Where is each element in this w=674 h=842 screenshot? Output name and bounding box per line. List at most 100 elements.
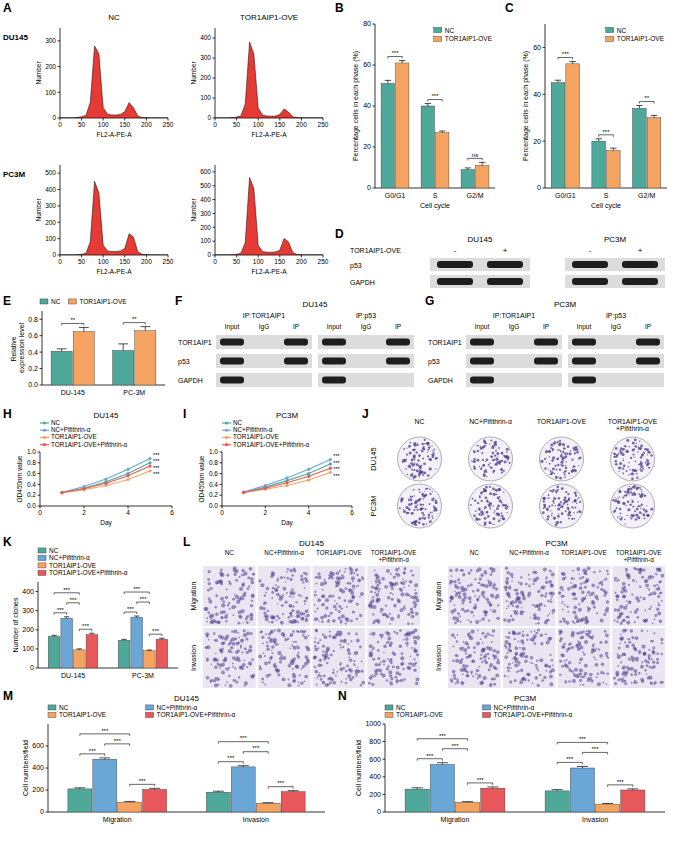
sig-bracket bbox=[557, 742, 607, 744]
sig-label: *** bbox=[391, 50, 399, 56]
bar bbox=[551, 83, 565, 188]
cell bbox=[353, 572, 355, 574]
cell bbox=[222, 642, 224, 644]
y-tick-label: 20 bbox=[533, 138, 541, 145]
colony bbox=[635, 487, 638, 490]
point bbox=[148, 461, 151, 464]
blot-strip bbox=[466, 335, 562, 349]
axis-title: Number of clones bbox=[12, 597, 19, 652]
y-tick-label: 0.6 bbox=[28, 332, 38, 339]
y-tick-label: 0.4 bbox=[28, 349, 38, 356]
x-tick-label: 50 bbox=[78, 121, 86, 128]
colony bbox=[493, 512, 494, 513]
colony bbox=[486, 511, 489, 514]
colony bbox=[479, 466, 480, 467]
error-bar bbox=[385, 80, 391, 83]
sig-label: *** bbox=[82, 623, 90, 629]
marks bbox=[215, 177, 323, 255]
y-tick-label: 200 bbox=[200, 224, 211, 231]
legend-item: TOR1AIP1-OVE+Pifithrin-α bbox=[146, 711, 236, 718]
error-bar bbox=[99, 758, 110, 759]
colony bbox=[554, 505, 555, 506]
cell bbox=[328, 577, 330, 579]
histogram-area bbox=[60, 46, 168, 118]
colony bbox=[613, 456, 615, 458]
colony bbox=[408, 465, 411, 468]
series-line bbox=[62, 458, 150, 492]
axis-title: FL2-A-PE-A bbox=[251, 131, 287, 138]
colony bbox=[478, 507, 481, 510]
y-tick bbox=[383, 759, 386, 760]
colony bbox=[425, 508, 427, 510]
label-line: +Pifithrin-α bbox=[378, 556, 409, 563]
cell bbox=[221, 641, 225, 645]
sig-label: *** bbox=[133, 586, 141, 592]
colony bbox=[626, 451, 629, 454]
cell bbox=[232, 598, 235, 601]
cell bbox=[402, 578, 404, 580]
cell bbox=[241, 583, 244, 586]
colony bbox=[497, 456, 498, 457]
cell bbox=[405, 592, 409, 596]
y-tick-label: 200 bbox=[45, 63, 56, 70]
colony bbox=[547, 468, 548, 469]
y-tick bbox=[40, 352, 43, 353]
colony bbox=[636, 476, 638, 478]
point bbox=[329, 458, 332, 461]
legend-swatch bbox=[38, 555, 46, 560]
series-line bbox=[244, 460, 331, 492]
colony bbox=[415, 520, 418, 523]
colony bbox=[430, 512, 432, 514]
band bbox=[220, 358, 244, 365]
colony bbox=[574, 452, 576, 454]
colony bbox=[431, 519, 432, 520]
colony bbox=[563, 447, 566, 450]
colony bbox=[543, 504, 546, 507]
colony bbox=[562, 503, 563, 504]
cell bbox=[271, 591, 274, 594]
x-tick-label: 250 bbox=[163, 258, 174, 265]
y-tick-label: 20 bbox=[363, 143, 371, 150]
axis-title: Number bbox=[35, 61, 42, 85]
error-bar bbox=[64, 617, 70, 619]
cell bbox=[221, 583, 223, 585]
y-tick-label: 200 bbox=[369, 791, 381, 798]
colony bbox=[480, 492, 483, 495]
colony bbox=[578, 497, 580, 499]
blot-row-label: GAPDH bbox=[178, 377, 203, 384]
lane-label: Input bbox=[225, 323, 240, 331]
colony bbox=[486, 471, 487, 472]
cell bbox=[280, 576, 283, 579]
colony bbox=[410, 495, 412, 497]
cell bbox=[219, 668, 221, 670]
y-tick bbox=[213, 38, 216, 39]
colony bbox=[549, 463, 551, 465]
y-tick bbox=[38, 473, 41, 474]
point bbox=[126, 474, 129, 477]
colony bbox=[621, 453, 624, 456]
colony bbox=[495, 458, 498, 461]
cell bbox=[325, 606, 328, 609]
sig-label: *** bbox=[139, 596, 147, 602]
lane-label: IP bbox=[645, 323, 651, 330]
cell bbox=[323, 614, 327, 618]
cell bbox=[379, 588, 381, 590]
blot-strip bbox=[565, 258, 665, 271]
colony bbox=[561, 464, 564, 467]
colony bbox=[414, 495, 415, 496]
x-tick-label: Migration bbox=[441, 816, 470, 824]
cell bbox=[252, 573, 255, 576]
cell bbox=[306, 597, 308, 599]
panel-letter: D bbox=[335, 227, 344, 241]
colony bbox=[501, 452, 503, 454]
cell bbox=[335, 608, 337, 610]
cell bbox=[250, 650, 252, 652]
error-bar bbox=[57, 349, 67, 351]
colony bbox=[435, 468, 436, 469]
y-tick-label: 1000 bbox=[365, 720, 381, 727]
colony bbox=[420, 507, 423, 510]
sig-label: *** bbox=[101, 728, 109, 734]
y-tick-label: 100 bbox=[22, 645, 34, 652]
colony bbox=[406, 506, 409, 509]
cell bbox=[395, 573, 397, 575]
